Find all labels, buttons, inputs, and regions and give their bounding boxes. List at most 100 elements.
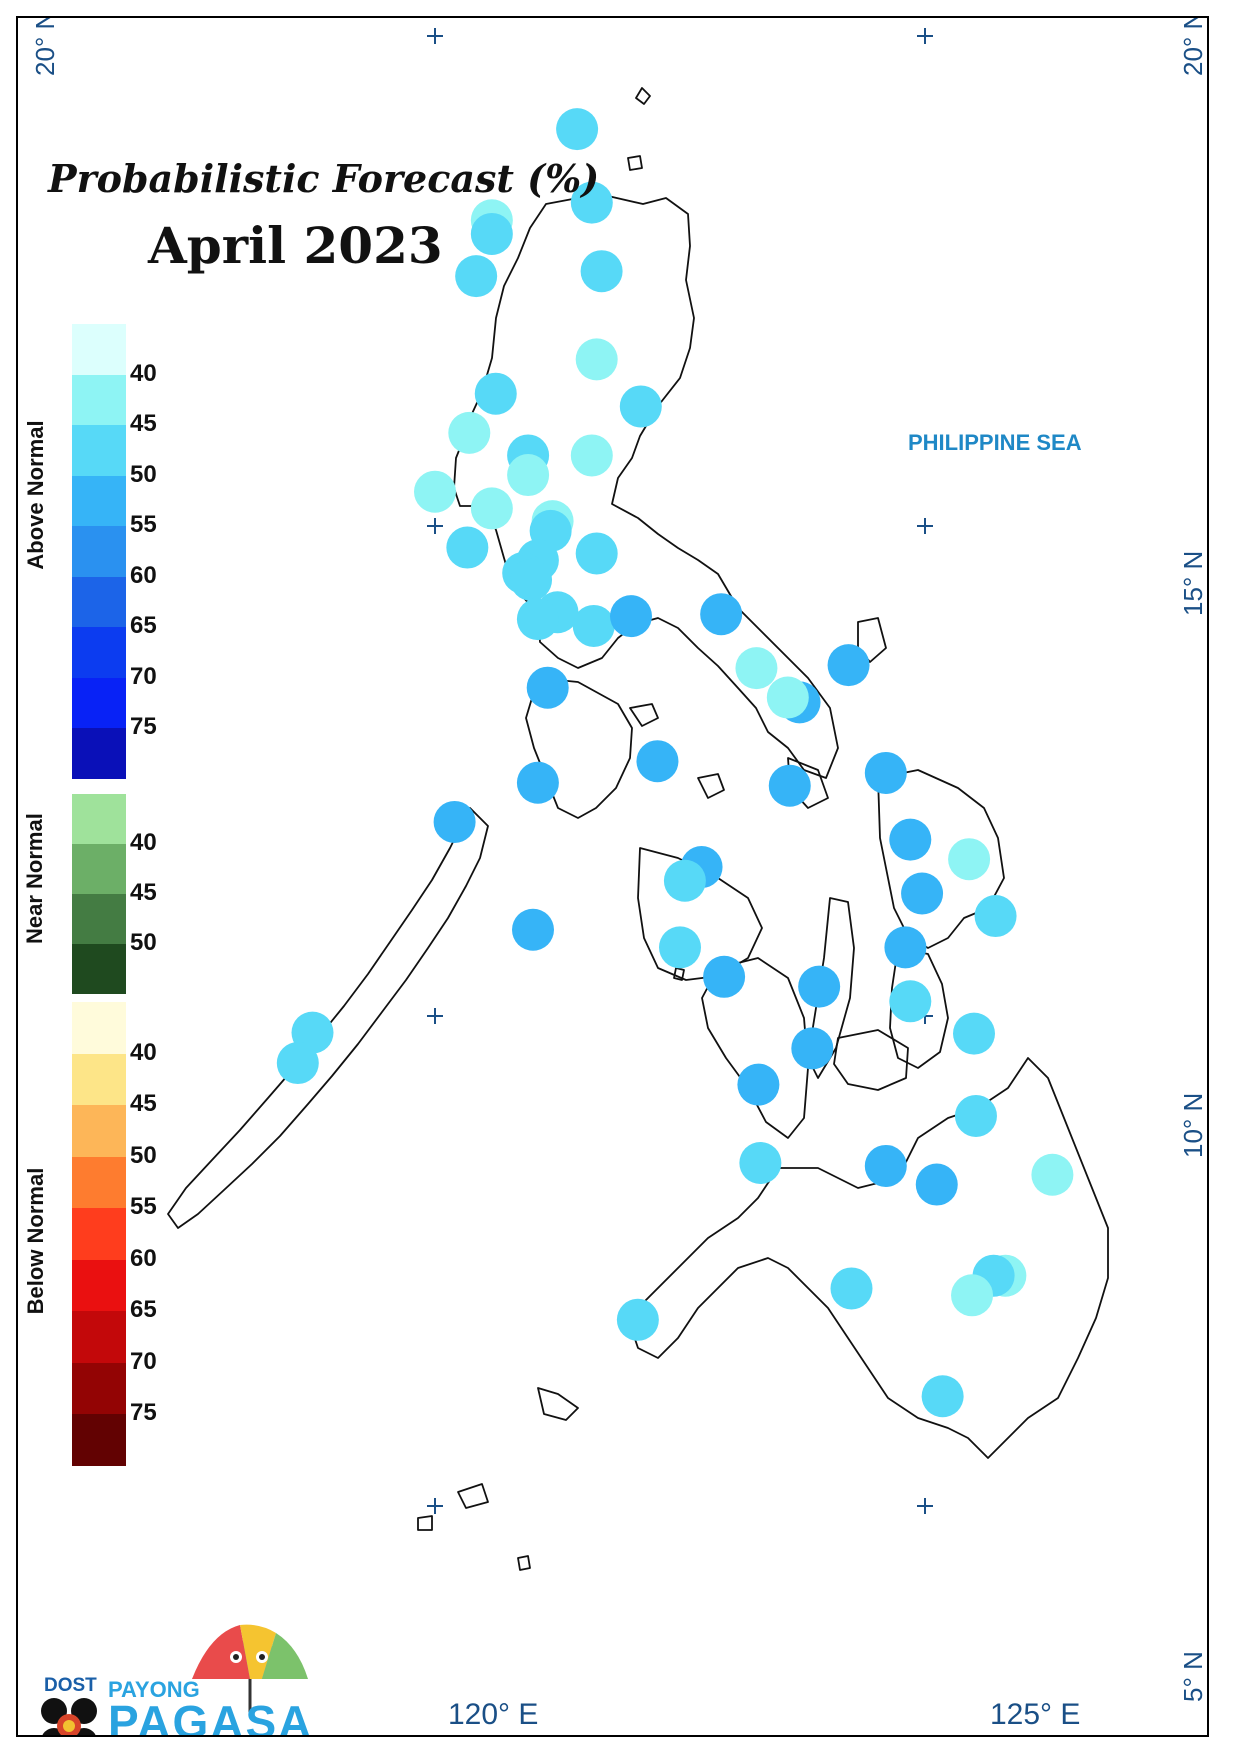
legend-swatch xyxy=(72,1362,126,1414)
legend-tick-label: 55 xyxy=(130,1193,157,1220)
svg-text:PAGASA: PAGASA xyxy=(108,1696,313,1737)
bohol-outline xyxy=(833,1029,909,1091)
legend-swatch xyxy=(72,627,126,678)
legend-tick-label: 45 xyxy=(130,1090,157,1117)
station-marker xyxy=(766,676,809,719)
legend-swatch xyxy=(72,794,126,844)
legend-tick-label: 65 xyxy=(130,612,157,639)
legend-tick-label: 75 xyxy=(130,1399,157,1426)
station-marker xyxy=(700,593,743,636)
station-marker xyxy=(737,1063,780,1106)
svg-text:PAYONG: PAYONG xyxy=(108,1677,200,1702)
lat-label-20-right: 20° N xyxy=(1178,16,1208,76)
legend-swatch xyxy=(72,1259,126,1311)
station-marker xyxy=(572,604,615,647)
legend-tick-label: 40 xyxy=(130,829,157,856)
station-marker xyxy=(948,838,991,881)
station-marker xyxy=(414,470,456,513)
legend-swatch xyxy=(72,944,126,994)
station-marker xyxy=(619,385,662,428)
legend-swatch xyxy=(72,475,126,526)
station-marker xyxy=(455,255,498,298)
station-marker xyxy=(864,751,907,794)
mindoro-outline xyxy=(525,677,633,819)
legend-tick-label: 45 xyxy=(130,410,157,437)
legend-tick-label: 45 xyxy=(130,879,157,906)
station-marker xyxy=(470,487,513,530)
legend-tick-label: 40 xyxy=(130,1038,157,1066)
lat-label-10: 10° N xyxy=(1178,1092,1208,1158)
station-marker xyxy=(556,108,599,151)
station-marker xyxy=(827,644,870,687)
station-marker xyxy=(448,411,491,454)
umbrella-icon xyxy=(192,1624,308,1713)
legend-tick-label: 65 xyxy=(130,1296,157,1323)
station-marker xyxy=(570,434,613,477)
legend-swatch xyxy=(72,526,126,577)
sea-label: PHILIPPINE SEA xyxy=(908,430,1082,455)
legend-tick-label: 40 xyxy=(130,359,157,387)
legend-swatch xyxy=(72,1311,126,1363)
legend-label-above-normal: Above Normal xyxy=(23,420,48,570)
legend-swatch xyxy=(72,1002,126,1054)
legend-swatch xyxy=(72,677,126,728)
station-marker xyxy=(901,872,944,915)
legend-swatch xyxy=(72,1105,126,1157)
station-marker xyxy=(636,740,679,783)
station-marker xyxy=(516,761,559,804)
legend-swatch xyxy=(72,576,126,627)
legend-swatch xyxy=(72,1053,126,1105)
svg-text:DOST: DOST xyxy=(44,1675,97,1696)
legend-tick-label: 60 xyxy=(130,1244,157,1272)
station-marker xyxy=(889,980,932,1023)
station-marker xyxy=(580,250,623,293)
station-marker xyxy=(474,372,517,415)
station-marker xyxy=(703,955,746,998)
legend-swatch xyxy=(72,324,126,375)
legend-tick-label: 60 xyxy=(130,561,157,589)
legend-swatch xyxy=(72,1208,126,1260)
lon-label-120: 120° E xyxy=(448,1698,539,1731)
legend-swatch xyxy=(72,425,126,476)
pagasa-logo: DOST PAYONG PAGASA The Weather and Clima… xyxy=(41,1624,313,1737)
legend-tick-label: 50 xyxy=(130,929,157,956)
station-marker xyxy=(1031,1153,1074,1196)
legend-swatch xyxy=(72,728,126,779)
station-markers xyxy=(276,108,1074,1418)
station-marker xyxy=(830,1267,873,1310)
samar-outline xyxy=(877,769,1005,949)
station-marker xyxy=(526,666,569,709)
legend-tick-label: 70 xyxy=(130,662,157,690)
station-marker xyxy=(974,895,1017,938)
station-marker xyxy=(768,764,811,807)
station-marker xyxy=(516,598,559,641)
station-marker xyxy=(659,926,701,969)
palawan-outline xyxy=(167,807,489,1229)
station-marker xyxy=(433,800,476,843)
mindanao-outline xyxy=(627,1057,1109,1459)
sulu-islands-outline xyxy=(537,1387,579,1421)
legend-swatch xyxy=(72,374,126,425)
station-marker xyxy=(951,1274,994,1317)
negros-outline xyxy=(701,957,809,1139)
legend-tick-label: 50 xyxy=(130,460,157,488)
legend-tick-label: 55 xyxy=(130,511,157,538)
lat-label-15: 15° N xyxy=(1178,550,1208,616)
station-marker xyxy=(470,212,513,255)
station-marker xyxy=(791,1027,834,1070)
station-marker xyxy=(276,1042,319,1085)
legend-swatch xyxy=(72,894,126,944)
station-marker xyxy=(889,818,932,861)
dost-seal-icon xyxy=(41,1698,97,1735)
legend-swatch xyxy=(72,844,126,894)
station-marker xyxy=(798,965,841,1008)
map-subtitle: April 2023 xyxy=(148,216,443,275)
station-marker xyxy=(507,454,550,497)
station-marker xyxy=(921,1375,964,1418)
map-title: Probabilistic Forecast (%) xyxy=(48,156,600,201)
station-marker xyxy=(510,558,553,601)
station-marker xyxy=(739,1142,782,1184)
station-marker xyxy=(735,647,778,690)
station-marker xyxy=(570,181,613,224)
lon-label-125: 125° E xyxy=(990,1698,1081,1731)
